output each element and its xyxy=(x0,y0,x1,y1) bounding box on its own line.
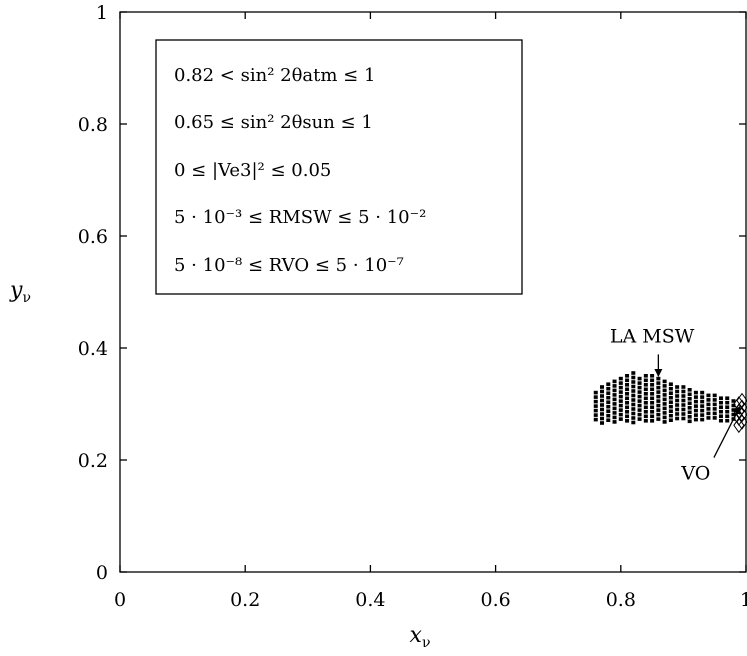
la-msw-point xyxy=(687,388,692,424)
y-tick-label: 0.6 xyxy=(78,226,108,248)
la-msw-point xyxy=(675,385,680,421)
y-tick-label: 0.8 xyxy=(78,114,108,136)
plot-frame xyxy=(119,11,747,573)
x-axis-title: xν xyxy=(410,623,431,651)
la-msw-point xyxy=(706,393,711,420)
x-axis: 0 0.2 0.4 0.6 0.8 1 xyxy=(114,12,747,611)
x-tick-label: 0.4 xyxy=(355,589,385,611)
legend-entry: 0 ≤ |Ve3|² ≤ 0.05 xyxy=(174,160,331,181)
la-msw-point xyxy=(693,390,698,422)
y-tick-label: 0.4 xyxy=(78,338,108,360)
annotation-label: VO xyxy=(680,463,710,485)
y-tick-label: 0 xyxy=(96,562,108,584)
la-msw-point xyxy=(612,379,617,424)
x-tick-label: 0.8 xyxy=(606,589,636,611)
la-msw-point xyxy=(600,385,605,425)
la-msw-point xyxy=(637,376,642,421)
legend-box: 0.82 < sin² 2θatm ≤ 1 0.65 ≤ sin² 2θsun … xyxy=(155,39,523,295)
la-msw-point xyxy=(643,374,648,423)
la-msw-point xyxy=(700,390,705,422)
la-msw-point xyxy=(618,376,623,421)
legend-frame xyxy=(155,39,523,295)
la-msw-point xyxy=(712,393,717,420)
la-msw-point xyxy=(725,396,730,423)
annotation-label: LA MSW xyxy=(610,325,695,347)
series-vo xyxy=(733,392,747,434)
series-la-msw xyxy=(593,371,736,425)
vo-point xyxy=(733,417,745,434)
y-tick-label: 0.2 xyxy=(78,450,108,472)
la-msw-point xyxy=(606,382,611,422)
x-tick-label: 0.2 xyxy=(230,589,260,611)
la-msw-point xyxy=(681,385,686,421)
la-msw-point xyxy=(593,390,598,422)
x-tick-label: 0 xyxy=(114,589,126,611)
la-msw-point xyxy=(656,376,661,421)
x-tick-label: 1 xyxy=(740,589,747,611)
x-tick-label: 0.6 xyxy=(480,589,510,611)
y-tick-label: 1 xyxy=(96,2,108,24)
legend-entry: 0.65 ≤ sin² 2θsun ≤ 1 xyxy=(174,112,373,133)
la-msw-point xyxy=(625,374,630,423)
annotations: LA MSW VO xyxy=(610,325,741,485)
vo-point xyxy=(736,414,747,430)
la-msw-point xyxy=(650,374,655,423)
la-msw-point xyxy=(668,382,673,422)
la-msw-point xyxy=(662,379,667,424)
y-axis: 0 0.2 0.4 0.6 0.8 1 xyxy=(78,2,746,584)
la-msw-point xyxy=(631,371,636,425)
legend-entry: 0.82 < sin² 2θatm ≤ 1 xyxy=(174,65,375,86)
legend-entry: 5 · 10⁻³ ≤ RMSW ≤ 5 · 10⁻² xyxy=(174,207,426,228)
la-msw-point xyxy=(718,396,723,423)
y-axis-title: yν xyxy=(9,278,31,306)
annotation-arrow xyxy=(713,405,741,458)
legend-entry: 5 · 10⁻⁸ ≤ RVO ≤ 5 · 10⁻⁷ xyxy=(174,255,404,276)
